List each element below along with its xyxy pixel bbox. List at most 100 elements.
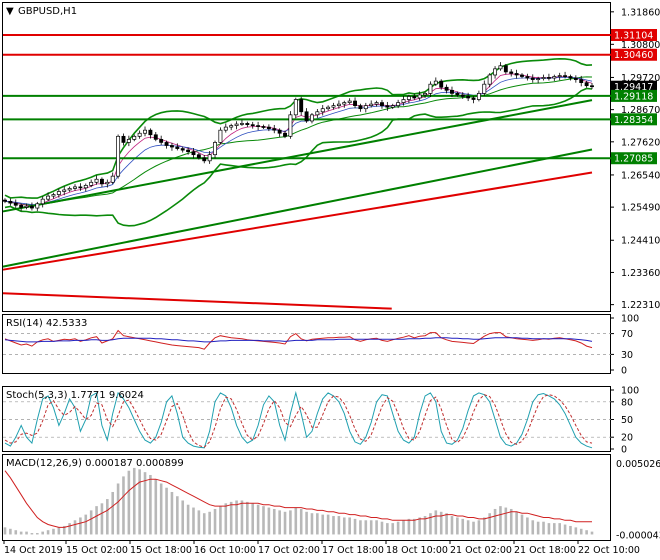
time-tick-label: 15 Oct 02:00 bbox=[66, 545, 128, 556]
candle-body bbox=[169, 145, 174, 148]
macd-histogram-bar bbox=[542, 521, 545, 535]
candle-body bbox=[347, 100, 352, 103]
time-tick-label: 22 Oct 10:00 bbox=[578, 545, 640, 556]
candle-body bbox=[73, 186, 77, 189]
macd-histogram-bar bbox=[68, 523, 71, 535]
macd-histogram-bar bbox=[138, 469, 141, 535]
price-layer bbox=[2, 34, 611, 310]
macd-histogram-bar bbox=[321, 514, 325, 535]
stoch-tick-label: 100 bbox=[621, 386, 639, 397]
macd-histogram-bar bbox=[407, 518, 411, 535]
candle-body bbox=[67, 188, 72, 191]
macd-histogram-bar bbox=[590, 531, 594, 535]
candle-body bbox=[180, 148, 185, 151]
macd-histogram-bar bbox=[337, 516, 341, 535]
macd-histogram-bar bbox=[482, 517, 486, 535]
candle-body bbox=[342, 102, 347, 105]
candle-body bbox=[126, 139, 131, 143]
macd-histogram-bar bbox=[9, 528, 12, 535]
price-label-text: 1.31104 bbox=[614, 31, 653, 42]
candle-body bbox=[552, 76, 557, 79]
price-label-box bbox=[611, 89, 657, 102]
macd-histogram-bar bbox=[89, 510, 93, 535]
macd-histogram-bar bbox=[461, 518, 465, 535]
candle-body bbox=[29, 205, 34, 209]
candle-body bbox=[234, 123, 239, 126]
candle-body bbox=[310, 114, 314, 122]
candle-body bbox=[207, 154, 212, 162]
macd-histogram-bar bbox=[46, 530, 50, 535]
macd-histogram-bar bbox=[402, 520, 405, 535]
trend-line bbox=[2, 99, 593, 213]
rsi-tick-label: 0 bbox=[621, 366, 627, 377]
bollinger-lower-band bbox=[4, 87, 593, 227]
macd-histogram-bar bbox=[499, 506, 502, 535]
macd-histogram-bar bbox=[235, 500, 238, 535]
candle-body bbox=[261, 126, 266, 128]
macd-histogram-bar bbox=[3, 527, 7, 535]
macd-layer: 0.005026 -0.000043 bbox=[3, 459, 660, 542]
macd-histogram-bar bbox=[127, 470, 131, 535]
candle-body bbox=[240, 123, 244, 125]
candle-body bbox=[3, 199, 7, 202]
macd-histogram-bar bbox=[116, 483, 120, 535]
macd-histogram-bar bbox=[229, 501, 233, 535]
macd-histogram-bar bbox=[488, 513, 491, 535]
price-tick-label: 1.27620 bbox=[621, 137, 660, 148]
candle-body bbox=[439, 80, 444, 88]
candle-body bbox=[396, 102, 401, 106]
macd-histogram-bar bbox=[316, 513, 319, 535]
candle-body bbox=[51, 194, 56, 197]
macd-histogram-bar bbox=[149, 474, 152, 535]
macd-histogram-bar bbox=[579, 528, 583, 535]
candle-body bbox=[331, 105, 336, 108]
candle-body bbox=[353, 100, 357, 106]
macd-histogram-bar bbox=[240, 500, 244, 535]
candle-body bbox=[137, 132, 142, 137]
candle-body bbox=[541, 77, 546, 80]
price-tick-label: 1.24410 bbox=[621, 236, 660, 247]
macd-histogram-bar bbox=[299, 508, 303, 535]
price-tick-label: 1.25490 bbox=[621, 203, 660, 214]
candle-body bbox=[423, 93, 428, 96]
candle-body bbox=[326, 106, 331, 110]
candle-body bbox=[444, 86, 449, 91]
candle-body bbox=[374, 102, 379, 105]
macd-histogram-bar bbox=[52, 528, 55, 535]
candle-body bbox=[503, 65, 508, 73]
candle-body bbox=[110, 175, 115, 183]
macd-histogram-bar bbox=[380, 521, 384, 535]
candle-body bbox=[186, 149, 191, 152]
bollinger-middle-band bbox=[4, 76, 593, 206]
trend-line bbox=[2, 171, 593, 271]
candle-body bbox=[293, 99, 298, 116]
candle-body bbox=[520, 74, 524, 77]
macd-histogram-bar bbox=[251, 503, 255, 535]
candle-body bbox=[175, 146, 180, 149]
candle-body bbox=[218, 129, 223, 143]
price-tick-label: 1.23360 bbox=[621, 268, 660, 279]
stoch-title: Stoch(5,3,3) 1.7771 9.6024 bbox=[6, 390, 144, 401]
rsi-title: RSI(14) 42.5333 bbox=[6, 318, 87, 329]
macd-histogram-bar bbox=[246, 501, 249, 535]
macd-panel-frame bbox=[2, 454, 611, 541]
macd-histogram-bar bbox=[429, 513, 432, 535]
macd-histogram-bar bbox=[472, 521, 475, 535]
macd-histogram-bar bbox=[466, 520, 470, 535]
macd-histogram-bar bbox=[202, 513, 206, 535]
macd-histogram-bar bbox=[159, 483, 163, 535]
price-label-box bbox=[611, 113, 657, 126]
time-tick-label: 21 Oct 02:00 bbox=[450, 545, 512, 556]
candle-body bbox=[229, 125, 234, 128]
macd-histogram-bar bbox=[30, 533, 34, 535]
macd-histogram-bar bbox=[14, 530, 18, 535]
candle-body bbox=[99, 178, 104, 185]
candle-body bbox=[525, 76, 530, 79]
candle-body bbox=[116, 135, 121, 177]
candle-body bbox=[412, 96, 417, 99]
candle-body bbox=[320, 108, 325, 113]
macd-histogram-bar bbox=[439, 511, 443, 535]
candle-body bbox=[584, 82, 589, 87]
macd-histogram-bar bbox=[208, 511, 211, 535]
candle-body bbox=[143, 129, 147, 134]
